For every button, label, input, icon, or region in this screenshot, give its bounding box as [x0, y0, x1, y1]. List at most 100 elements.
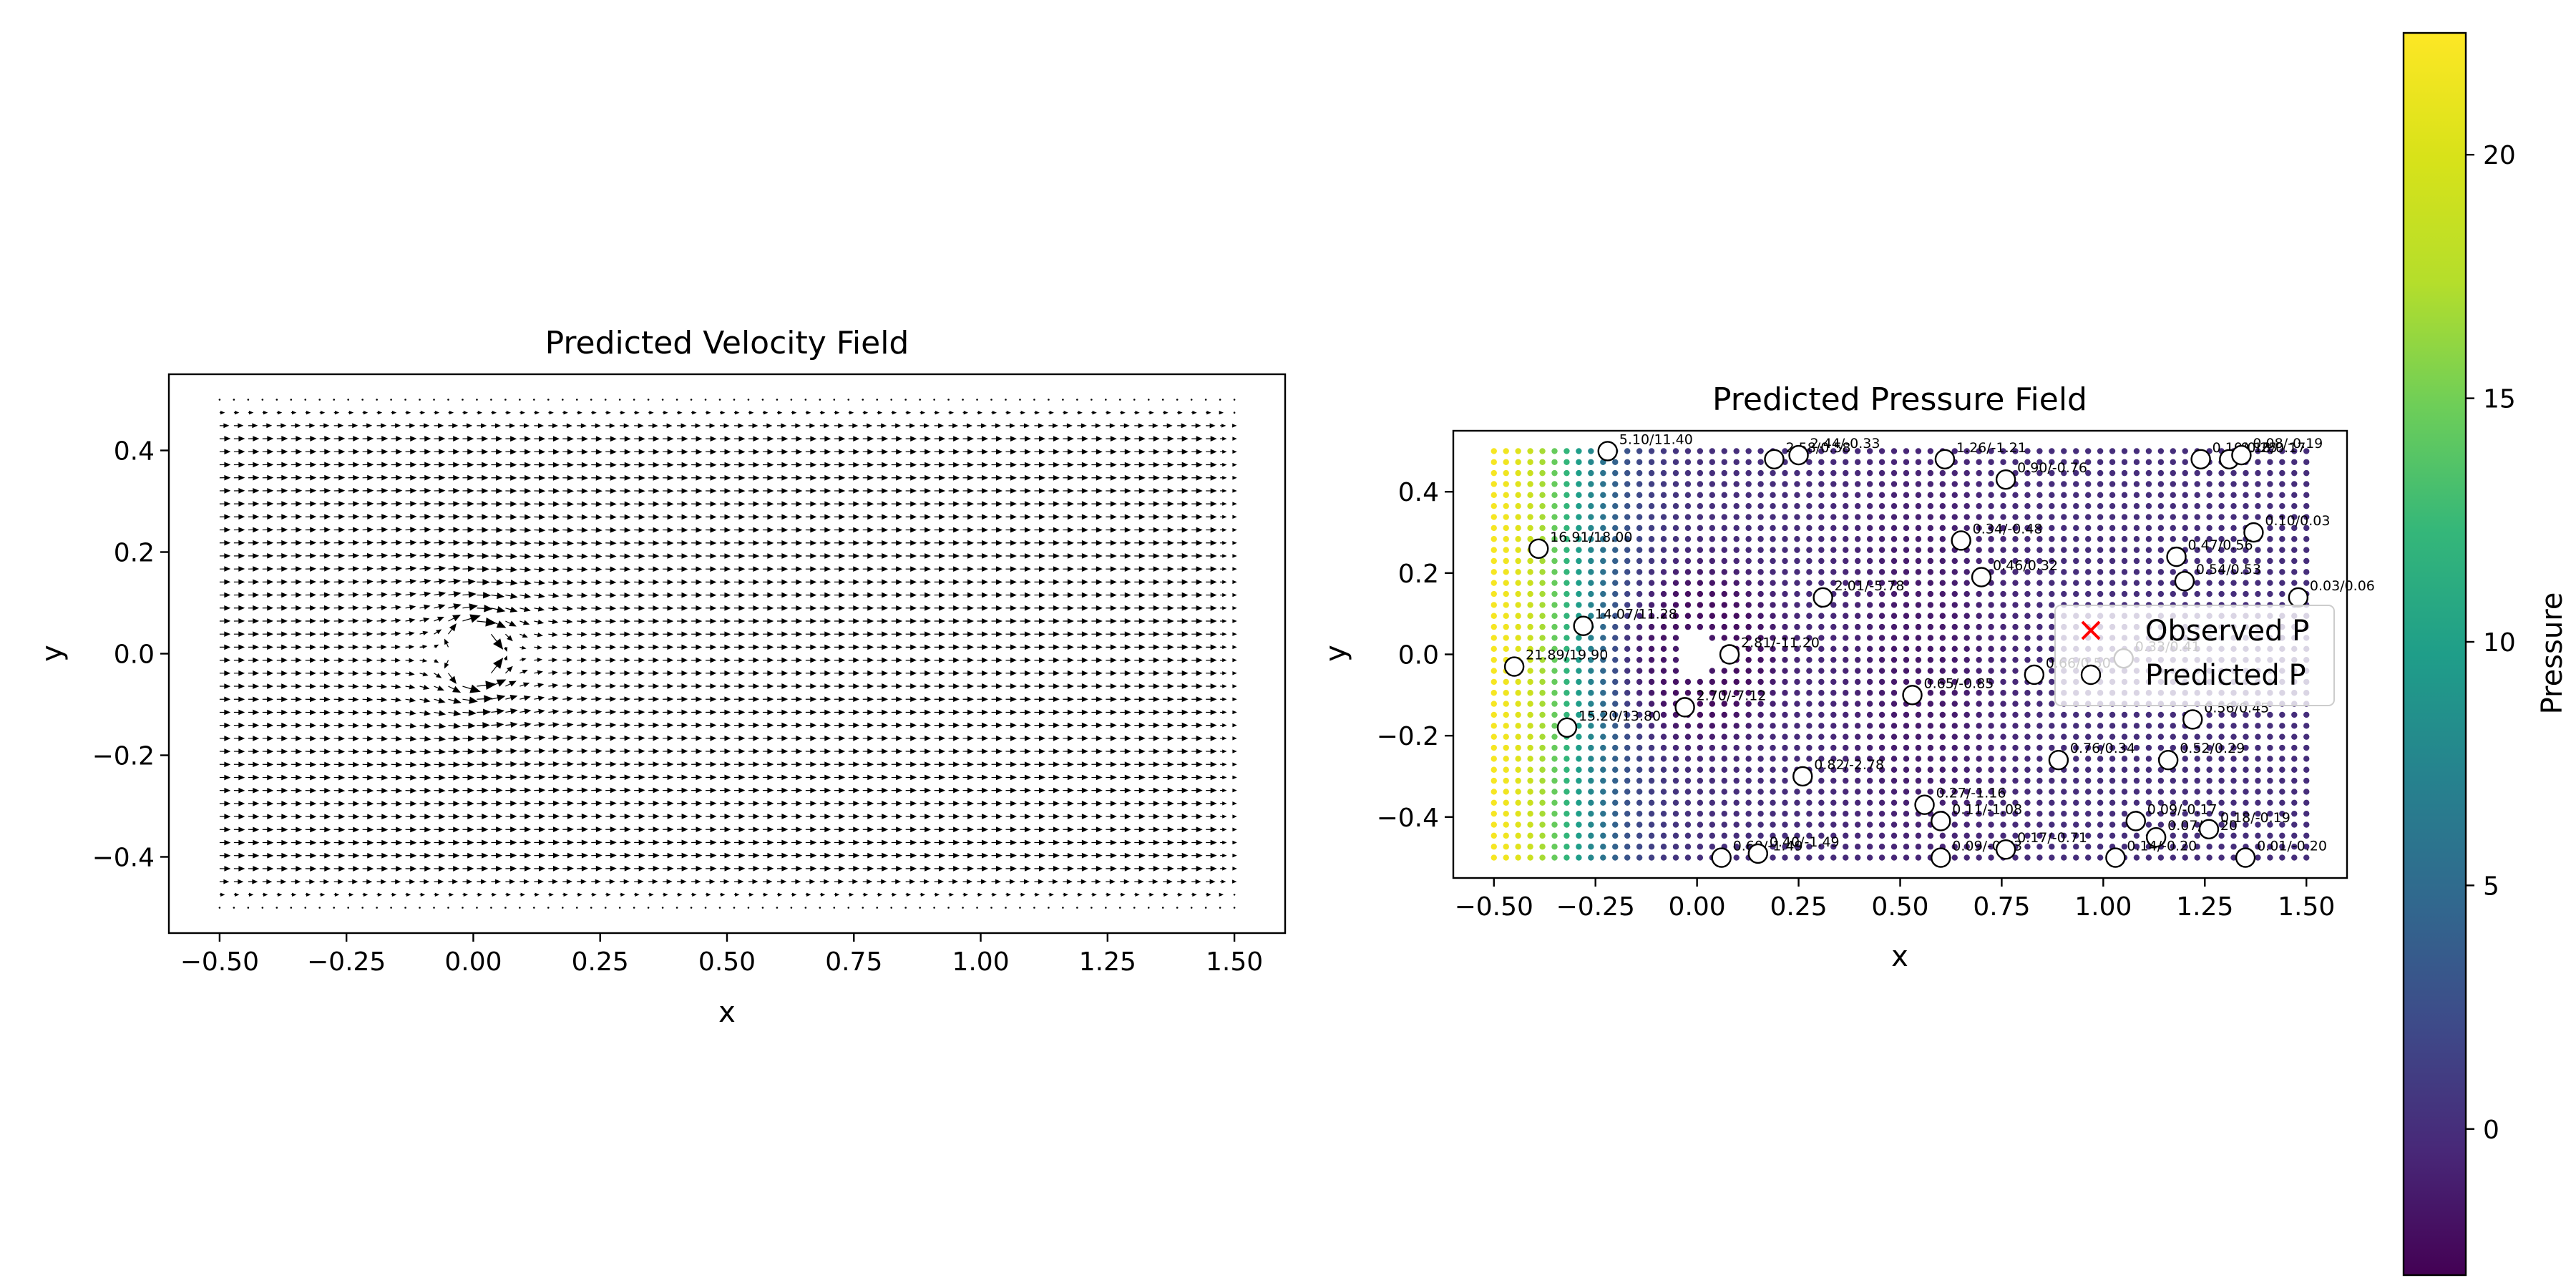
velocity-arrow: [720, 735, 731, 741]
pressure-point: [1927, 711, 1934, 718]
pressure-point: [1515, 514, 1521, 520]
pressure-point: [2036, 481, 2043, 487]
pressure-point: [1648, 821, 1655, 828]
velocity-arrow: [948, 814, 960, 819]
velocity-arrow: [448, 487, 460, 494]
pressure-point: [1527, 777, 1533, 784]
velocity-arrow: [562, 540, 574, 546]
pressure-point: [1636, 777, 1643, 784]
pressure-point: [1612, 656, 1619, 663]
pressure-point: [1709, 789, 1716, 795]
pressure-point: [2036, 645, 2043, 653]
velocity-arrow: [262, 566, 274, 572]
velocity-arrow: [706, 644, 717, 650]
velocity-arrow: [333, 801, 346, 806]
velocity-arrow: [977, 644, 989, 650]
velocity-arrow: [1232, 762, 1237, 766]
velocity-arrow: [534, 892, 540, 897]
pressure-point: [1757, 580, 1764, 586]
velocity-arrow: [1206, 814, 1217, 819]
velocity-arrow: [663, 592, 674, 598]
pressure-point: [2049, 448, 2055, 454]
velocity-arrow: [1120, 683, 1131, 689]
pressure-point: [1684, 810, 1692, 817]
velocity-arrow: [634, 501, 645, 507]
pressure-point: [1660, 810, 1667, 817]
pressure-point: [2121, 569, 2128, 575]
pressure-point: [1733, 602, 1740, 608]
velocity-arrow: [248, 631, 260, 637]
pressure-point: [2049, 799, 2055, 806]
velocity-arrow: [1191, 501, 1203, 507]
pressure-point: [1551, 789, 1558, 795]
velocity-arrow: [290, 907, 293, 909]
velocity-arrow: [977, 540, 989, 546]
pressure-point: [2024, 557, 2031, 565]
pressure-point: [2000, 536, 2006, 542]
velocity-arrow: [1220, 827, 1227, 831]
velocity-arrow: [276, 774, 288, 781]
velocity-arrow: [219, 410, 225, 415]
pressure-point: [2073, 711, 2079, 718]
pressure-point: [1890, 766, 1898, 773]
velocity-arrow: [677, 800, 688, 806]
velocity-arrow: [477, 462, 489, 468]
pressure-point: [1660, 590, 1667, 597]
velocity-arrow: [762, 657, 774, 663]
velocity-arrow: [877, 618, 889, 624]
pressure-point: [1866, 656, 1873, 663]
velocity-arrow: [991, 579, 1003, 585]
pressure-point: [1843, 557, 1849, 565]
pressure-point: [1770, 547, 1776, 553]
pressure-point: [1770, 690, 1776, 696]
velocity-arrow: [1191, 474, 1203, 481]
pressure-point: [1878, 514, 1885, 520]
velocity-arrow: [1020, 501, 1031, 507]
velocity-arrow: [891, 814, 903, 819]
pressure-point: [1624, 799, 1631, 806]
velocity-arrow: [405, 410, 411, 415]
velocity-arrow: [477, 449, 489, 455]
pressure-point: [1515, 733, 1521, 740]
velocity-arrow: [1019, 907, 1021, 909]
velocity-arrow: [877, 787, 889, 794]
pressure-point: [1551, 656, 1558, 663]
velocity-arrow: [319, 527, 331, 533]
velocity-arrow: [1077, 774, 1088, 781]
velocity-arrow: [305, 814, 317, 820]
pressure-point: [1551, 557, 1558, 565]
velocity-arrow: [505, 606, 518, 613]
velocity-arrow: [434, 761, 446, 768]
velocity-arrow: [663, 670, 674, 676]
pressure-point: [1551, 777, 1558, 784]
velocity-arrow: [591, 657, 602, 663]
velocity-arrow: [962, 787, 975, 794]
velocity-arrow: [862, 488, 874, 494]
pressure-point: [1600, 668, 1606, 674]
pressure-point: [1600, 469, 1606, 477]
velocity-arrow: [405, 462, 417, 468]
velocity-arrow: [1005, 399, 1007, 401]
velocity-arrow: [1048, 410, 1054, 415]
pressure-point: [1539, 668, 1546, 674]
pressure-point: [1903, 613, 1910, 619]
velocity-arrow: [361, 907, 364, 909]
velocity-arrow: [1034, 501, 1045, 507]
pressure-point: [1539, 821, 1546, 828]
pressure-point: [1660, 733, 1667, 740]
pressure-point: [2084, 854, 2092, 861]
pressure-point: [1878, 744, 1885, 751]
pressure-point: [1576, 744, 1582, 751]
velocity-arrow: [877, 527, 889, 533]
pressure-point: [1745, 514, 1752, 520]
velocity-arrow: [219, 553, 231, 559]
pressure-point: [1976, 481, 1982, 487]
velocity-ytick-label: 0.0: [114, 640, 155, 670]
velocity-arrow: [706, 709, 717, 716]
pressure-point: [2000, 547, 2006, 553]
velocity-arrow: [462, 787, 474, 794]
velocity-arrow: [1034, 683, 1045, 689]
pressure-point: [1503, 756, 1509, 762]
velocity-arrow: [505, 474, 517, 481]
velocity-arrow: [1232, 775, 1237, 780]
